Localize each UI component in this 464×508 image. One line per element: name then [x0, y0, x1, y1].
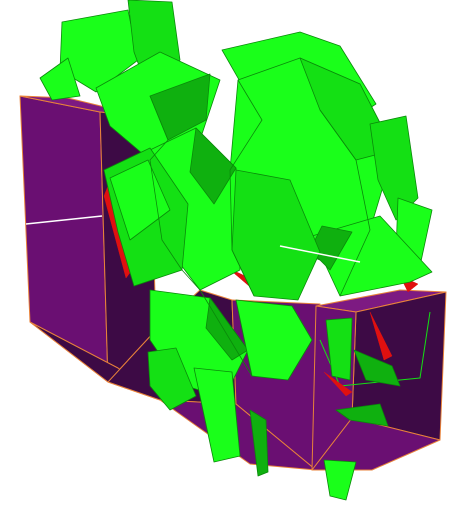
shard-bottom-left	[147, 347, 197, 411]
green-shard-cluster	[39, 0, 433, 501]
red-sliver-6	[323, 371, 353, 397]
shard-box-right-inner-2	[353, 349, 401, 387]
shard-edge-lines	[149, 95, 253, 377]
shard-bottom-spike	[193, 367, 241, 463]
shard-highlight-line	[279, 245, 361, 263]
red-sliver-4	[369, 311, 393, 361]
box-right-inner-shard	[335, 403, 389, 427]
box-left-highlight-line	[25, 215, 103, 225]
shard-left-plane-light	[109, 159, 171, 241]
shard-top-far-left	[39, 57, 81, 101]
shard-edge-lines-3	[319, 109, 371, 297]
shard-center-bottom	[235, 299, 313, 381]
shard-mid-lower-shade	[205, 297, 249, 361]
box-left-front-face	[19, 95, 109, 383]
shard-box-right-inner	[325, 317, 353, 381]
shard-bottom-right	[323, 459, 357, 501]
shard-edge-lines-2	[229, 79, 263, 297]
shard-bottom-tip	[249, 409, 269, 477]
shard-center-tall-shade	[189, 127, 237, 205]
